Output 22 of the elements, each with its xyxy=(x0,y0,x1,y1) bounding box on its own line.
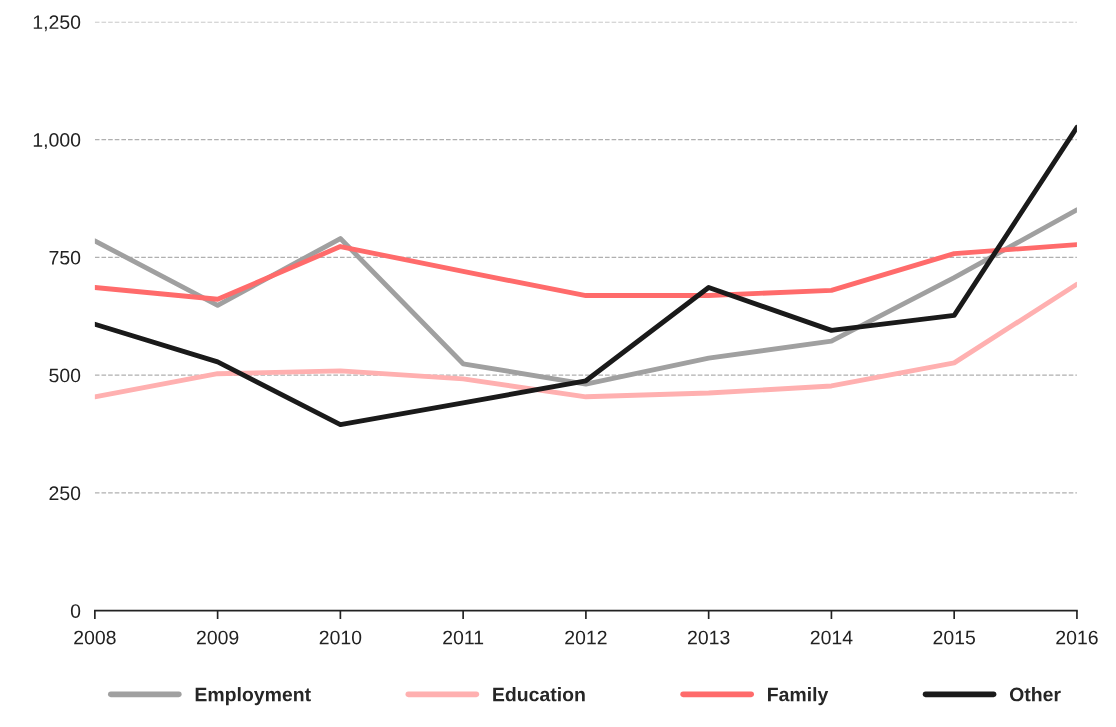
legend-label: Education xyxy=(493,687,585,702)
legend-label: Employment xyxy=(195,687,311,706)
line-series xyxy=(94,242,1077,302)
x-tick-label: 2012 xyxy=(565,630,607,645)
legend-label: Family xyxy=(768,687,829,706)
y-tick-label: 0 xyxy=(70,604,81,618)
x-tick-label: 2013 xyxy=(688,630,730,645)
line-series xyxy=(94,281,1077,400)
x-tick-label: 2008 xyxy=(74,630,116,645)
y-tick-label: 1,250 xyxy=(33,15,81,32)
x-tick-label: 2014 xyxy=(810,630,853,645)
y-tick-label: 250 xyxy=(49,486,81,501)
y-tick-label: 1,000 xyxy=(33,133,81,150)
x-tick-label: 2015 xyxy=(933,630,975,645)
line-series xyxy=(94,124,1077,428)
y-tick-label: 500 xyxy=(49,368,81,383)
x-tick-label: 2016 xyxy=(1056,630,1098,645)
y-tick-label: 750 xyxy=(49,250,81,265)
x-tick-label: 2010 xyxy=(319,630,362,645)
x-tick-label: 2011 xyxy=(443,630,484,645)
legend-label: Other xyxy=(1009,687,1061,702)
x-tick-label: 2009 xyxy=(196,630,239,645)
